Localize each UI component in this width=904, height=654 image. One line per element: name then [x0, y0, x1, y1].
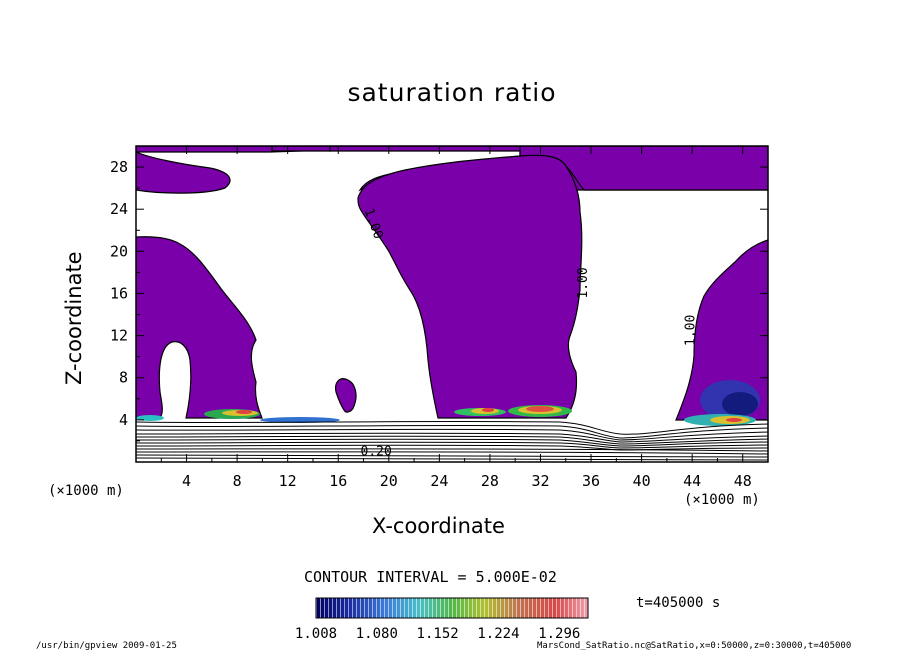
x-tick-label: 12	[279, 472, 297, 490]
x-axis-label: X-coordinate	[372, 514, 505, 538]
y-tick-label: 12	[110, 327, 128, 345]
y-tick-label: 8	[119, 369, 128, 387]
x-tick-label: 36	[582, 472, 600, 490]
footer-program-info: /usr/bin/gpview 2009-01-25	[36, 641, 177, 651]
colorbar-tick-label: 1.224	[477, 626, 519, 642]
colorbar-tick-label: 1.008	[295, 626, 337, 642]
y-tick-label: 4	[119, 411, 128, 429]
colorbar-stripes	[316, 598, 588, 618]
x-tick-label: 44	[683, 472, 701, 490]
footer-file-info: MarsCond_SatRatio.nc@SatRatio,x=0:50000,…	[537, 641, 852, 651]
y-axis-ticks: 4 8 12 16 20 24 28	[110, 158, 768, 442]
time-label: t=405000 s	[636, 595, 721, 611]
x-tick-label: 24	[430, 472, 448, 490]
region-left	[136, 236, 263, 419]
y-tick-label: 20	[110, 242, 128, 260]
plot-frame	[135, 145, 769, 463]
x-tick-label: 28	[481, 472, 499, 490]
contour-interval-label: CONTOUR INTERVAL = 5.000E-02	[304, 568, 557, 586]
x-tick-label: 8	[233, 472, 242, 490]
y-tick-label: 24	[110, 200, 128, 218]
high-saturation-bands	[136, 380, 760, 426]
colorbar-frame	[315, 597, 589, 619]
x-tick-label: 48	[734, 472, 752, 490]
x-axis-ticks: 4 8 12 16 20 24 28 32 36 40 44 48	[160, 146, 752, 490]
x-tick-label: 16	[329, 472, 347, 490]
contour-label: 1.00	[684, 315, 699, 346]
region-small-blob	[335, 378, 357, 413]
region-top-right-band	[519, 146, 768, 191]
plot-area	[136, 146, 768, 462]
colorbar-tick-label: 1.296	[538, 626, 580, 642]
x-tick-label: 32	[531, 472, 549, 490]
contour-label: 1.00	[576, 267, 591, 298]
x-unit-label-right: (×1000 m)	[684, 492, 760, 508]
colorbar-ticks: 1.008 1.080 1.152 1.224 1.296	[295, 626, 580, 642]
surface-contours	[136, 420, 768, 461]
x-tick-label: 20	[380, 472, 398, 490]
colorbar-tick-label: 1.080	[356, 626, 398, 642]
y-tick-label: 28	[110, 158, 128, 176]
x-tick-label: 4	[182, 472, 191, 490]
chart-title: saturation ratio	[347, 78, 557, 107]
y-tick-label: 16	[110, 284, 128, 302]
x-unit-label-left: (×1000 m)	[48, 483, 124, 499]
colorbar-tick-label: 1.152	[417, 626, 459, 642]
colorbar: 1.008 1.080 1.152 1.224 1.296	[295, 597, 589, 642]
region-right	[675, 239, 768, 421]
x-tick-label: 40	[633, 472, 651, 490]
contour-label: 0.20	[361, 445, 392, 460]
